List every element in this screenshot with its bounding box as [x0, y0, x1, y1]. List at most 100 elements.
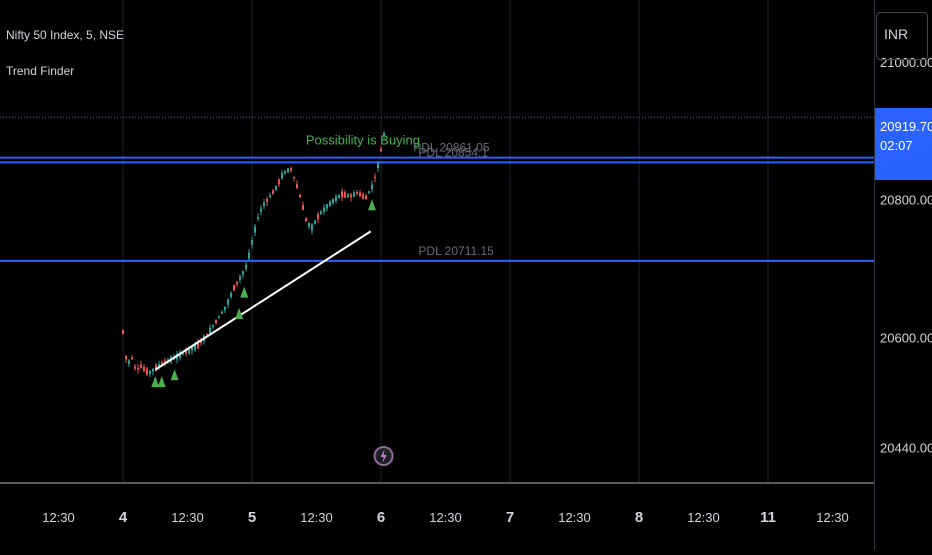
time-tick-label: 12:30 [300, 510, 333, 525]
candle-body [134, 366, 136, 369]
candle-body [263, 202, 265, 207]
candle-body [272, 190, 274, 195]
price-tick-label: 20440.00 [880, 441, 932, 456]
time-tick-label: 8 [635, 509, 643, 526]
price-tick-label: 21000.00 [880, 55, 932, 70]
candle-body [299, 195, 301, 198]
candle-body [290, 168, 292, 171]
candle-body [143, 366, 145, 371]
candle-body [239, 276, 241, 280]
time-tick-label: 12:30 [687, 510, 720, 525]
candle-body [233, 284, 235, 291]
candle-body [326, 204, 328, 209]
time-tick-label: 12:30 [429, 510, 462, 525]
candle-body [347, 194, 349, 198]
candle-body [338, 194, 340, 199]
current-price-value: 20919.70 [880, 119, 932, 134]
candle-body [341, 191, 343, 198]
candle-body [158, 363, 160, 368]
candle-body [146, 368, 148, 375]
candle-body [293, 176, 295, 179]
candle-body [200, 340, 202, 343]
candle-body [275, 185, 277, 190]
candle-body [242, 271, 244, 275]
candle-body [278, 179, 280, 184]
time-tick-label: 4 [119, 509, 128, 526]
candle-body [254, 226, 256, 233]
candle-body [251, 239, 253, 245]
candle-body [344, 192, 346, 198]
buy-annotation-label: Possibility is Buying [306, 133, 420, 148]
candle-body [308, 222, 310, 227]
time-tick-label: 7 [506, 509, 514, 526]
currency-button[interactable]: INR [876, 12, 928, 60]
candle-body [362, 194, 364, 199]
candle-body [131, 357, 133, 359]
candle-body [353, 192, 355, 197]
candle-body [335, 196, 337, 202]
candle-body [323, 207, 325, 212]
candle-body [137, 367, 139, 370]
price-tick-label: 20800.00 [880, 193, 932, 208]
candle-body [245, 264, 247, 269]
candle-body [224, 306, 226, 310]
candle-body [368, 191, 370, 194]
time-tick-label: 12:30 [171, 510, 204, 525]
time-tick-label: 6 [377, 509, 385, 526]
buy-signal-triangle [240, 286, 249, 298]
candle-body [314, 220, 316, 224]
candle-body [320, 211, 322, 215]
candle-body [377, 163, 379, 169]
candle-body [260, 208, 262, 212]
candle-body [266, 198, 268, 202]
buy-signal-triangle [367, 199, 376, 211]
candle-body [197, 342, 199, 349]
candle-body [383, 132, 385, 136]
buy-signal-triangle [151, 376, 160, 388]
time-tick-label: 5 [248, 509, 256, 526]
pdl-level-label: PDL 20711.15 [418, 244, 494, 258]
candle-body [332, 199, 334, 204]
candle-body [281, 172, 283, 179]
candle-body [188, 347, 190, 354]
buy-signal-triangle [157, 376, 166, 388]
candle-body [371, 184, 373, 190]
candle-body [380, 148, 382, 152]
candle-body [248, 252, 250, 259]
candle-body [257, 217, 259, 219]
time-tick-label: 12:30 [816, 510, 849, 525]
candle-body [194, 344, 196, 350]
buy-signal-triangle [170, 369, 179, 381]
candle-body [302, 205, 304, 211]
candle-body [191, 347, 193, 351]
pdl-level-label: PDL 20861.05 [413, 141, 490, 155]
candle-body [329, 201, 331, 206]
candle-body [221, 311, 223, 314]
candle-body [311, 224, 313, 231]
indicator-legend[interactable]: Trend Finder [6, 64, 75, 78]
candle-body [149, 370, 151, 374]
candle-body [269, 195, 271, 198]
time-tick-label: 12:30 [42, 510, 75, 525]
candle-body [287, 168, 289, 173]
candle-body [317, 214, 319, 220]
candle-body [212, 325, 214, 327]
candle-body [218, 316, 220, 319]
buy-signal-triangle [235, 307, 244, 319]
candle-body [215, 320, 217, 324]
symbol-legend[interactable]: Nifty 50 Index, 5, NSE [6, 28, 125, 42]
price-tick-label: 20600.00 [880, 330, 932, 345]
candle-body [209, 327, 211, 334]
candle-body [140, 364, 142, 369]
candle-body [365, 195, 367, 200]
pdl-level-label: PDL 20854.1 [418, 145, 488, 159]
candle-body [227, 299, 229, 305]
candle-body [128, 360, 130, 364]
candle-body [179, 352, 181, 358]
candle-body [350, 194, 352, 198]
candle-body [359, 192, 361, 197]
time-tick-label: 12:30 [558, 510, 591, 525]
